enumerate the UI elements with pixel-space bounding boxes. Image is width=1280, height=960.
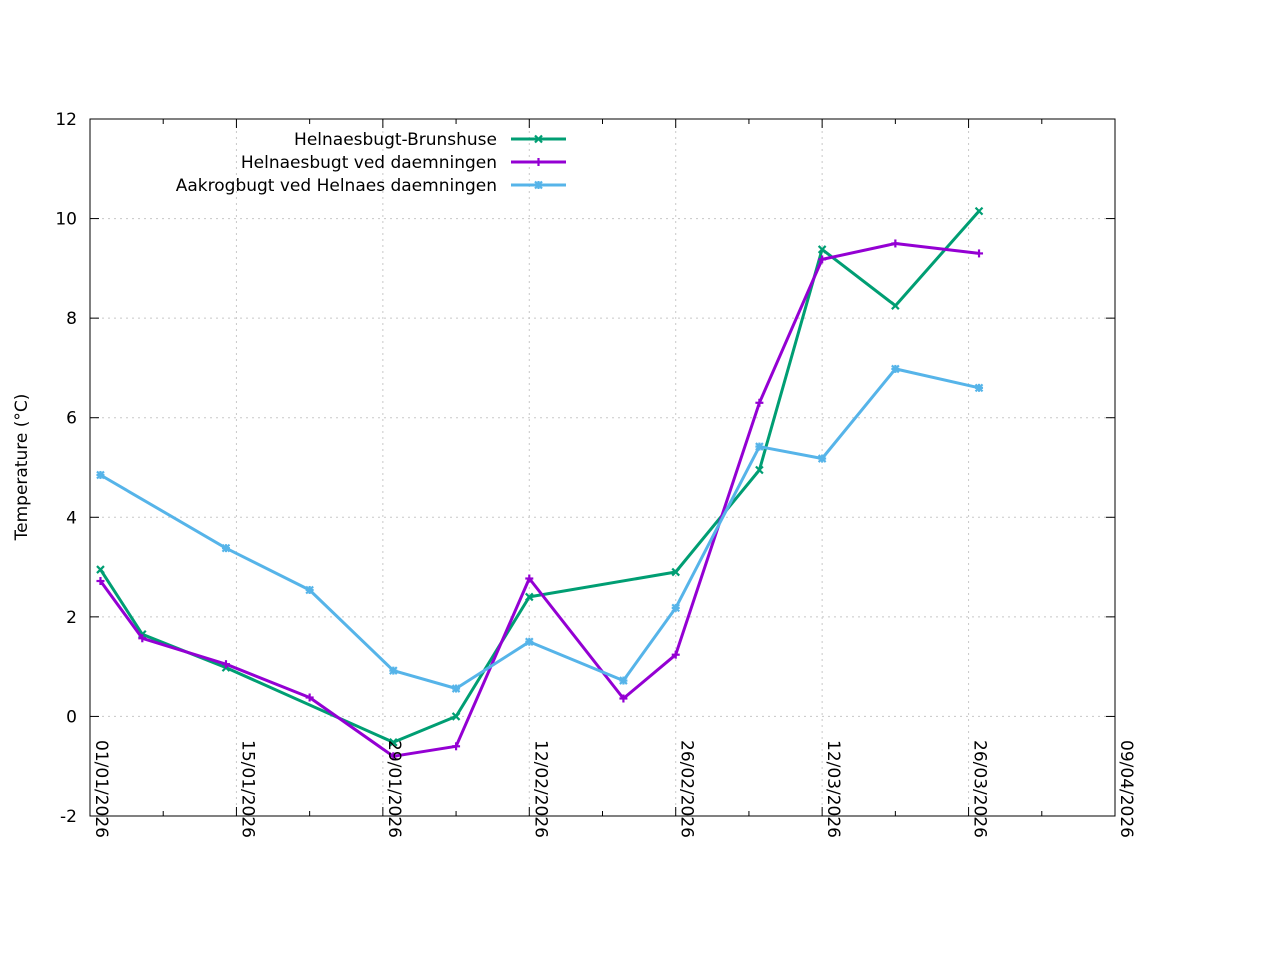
x-tick-label: 12/03/2026: [823, 740, 843, 838]
data-point: [96, 565, 105, 574]
legend-marker: [534, 158, 543, 166]
x-tick-label: 15/01/2026: [237, 740, 257, 838]
data-point: [451, 712, 461, 721]
data-point: [525, 592, 534, 602]
legend-label: Helnaesbugt ved daemningen: [241, 153, 497, 173]
data-point: [755, 442, 764, 451]
data-point: [305, 693, 314, 702]
x-tick-label: 09/04/2026: [1116, 740, 1136, 838]
data-point: [891, 239, 900, 248]
data-point: [755, 465, 764, 475]
x-tick-label: 26/02/2026: [677, 740, 697, 838]
data-point: [96, 577, 105, 586]
data-point: [817, 454, 827, 463]
data-point: [525, 574, 534, 583]
y-tick-label: 12: [55, 110, 77, 130]
y-tick-label: 0: [66, 707, 77, 727]
data-point: [974, 206, 984, 216]
data-point: [221, 543, 231, 553]
series-2: [96, 239, 984, 761]
legend-marker: [534, 180, 543, 190]
legend-item: Aakrogbugt ved Helnaes daemningen: [176, 176, 566, 196]
y-tick-label: 10: [55, 210, 77, 230]
data-point: [671, 603, 680, 613]
legend: Helnaesbugt-Brunshuse Helnaesbugt ved dae…: [176, 130, 566, 196]
y-tick-label: 2: [66, 608, 77, 628]
series-3: [96, 364, 984, 693]
y-axis-title: Temperature (°C): [12, 394, 32, 542]
x-tick-label: 12/02/2026: [530, 740, 550, 838]
y-tick-label: -2: [60, 807, 77, 827]
grid-layer: [90, 119, 1115, 816]
y-tick-label: 8: [66, 309, 77, 329]
data-point: [305, 585, 314, 595]
label-layer: -2 0 2 4 6 8 10 12 01/01/2026 15/01/2026 29/01/202…: [55, 110, 1136, 838]
data-point: [891, 364, 900, 374]
data-point: [525, 637, 534, 647]
legend-label: Aakrogbugt ved Helnaes daemningen: [176, 176, 497, 196]
plot-frame: [89, 118, 1116, 817]
x-tick-label: 29/01/2026: [384, 740, 404, 838]
data-point: [974, 383, 984, 393]
data-point: [817, 245, 827, 254]
data-point: [389, 752, 398, 761]
y-tick-label: 6: [66, 409, 77, 429]
series-line: [99, 367, 980, 690]
x-tick-label: 26/03/2026: [970, 740, 990, 838]
series-layer: [96, 206, 984, 761]
data-point: [891, 301, 900, 310]
data-point: [452, 742, 461, 751]
data-point: [755, 398, 764, 407]
data-point: [451, 684, 461, 693]
data-point: [389, 738, 398, 747]
data-point: [818, 255, 827, 264]
data-point: [619, 676, 628, 685]
legend-marker: [534, 134, 543, 144]
data-point: [389, 666, 398, 675]
y-tick-label: 4: [66, 508, 77, 528]
data-point: [221, 660, 230, 669]
legend-item: Helnaesbugt ved daemningen: [241, 153, 566, 173]
legend-label: Helnaesbugt-Brunshuse: [294, 130, 497, 150]
data-point: [671, 567, 680, 577]
data-point: [138, 634, 147, 643]
data-point: [619, 694, 628, 703]
x-tick-label: 01/01/2026: [91, 740, 111, 838]
data-point: [96, 470, 105, 480]
data-point: [671, 650, 680, 659]
data-point: [975, 249, 984, 258]
legend-item: Helnaesbugt-Brunshuse: [294, 130, 566, 150]
